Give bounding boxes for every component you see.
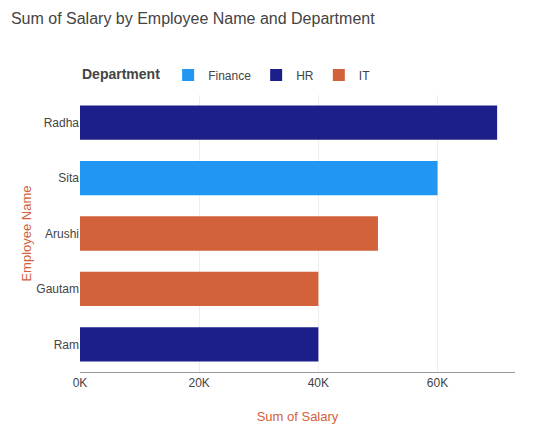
svg-text:40K: 40K xyxy=(308,376,329,390)
svg-text:Radha: Radha xyxy=(44,116,80,130)
svg-text:HR: HR xyxy=(296,69,314,83)
svg-text:Department: Department xyxy=(82,66,160,82)
svg-text:Arushi: Arushi xyxy=(45,227,79,241)
svg-text:Sum of Salary by Employee Name: Sum of Salary by Employee Name and Depar… xyxy=(11,10,375,27)
svg-text:Employee Name: Employee Name xyxy=(19,185,34,281)
svg-text:Sum of Salary: Sum of Salary xyxy=(257,409,339,424)
svg-text:Finance: Finance xyxy=(208,69,251,83)
svg-text:IT: IT xyxy=(359,69,370,83)
svg-text:0K: 0K xyxy=(73,376,88,390)
svg-text:Sita: Sita xyxy=(58,171,79,185)
svg-text:60K: 60K xyxy=(427,376,448,390)
svg-text:20K: 20K xyxy=(189,376,210,390)
svg-text:Ram: Ram xyxy=(54,338,79,352)
svg-text:Gautam: Gautam xyxy=(36,282,79,296)
